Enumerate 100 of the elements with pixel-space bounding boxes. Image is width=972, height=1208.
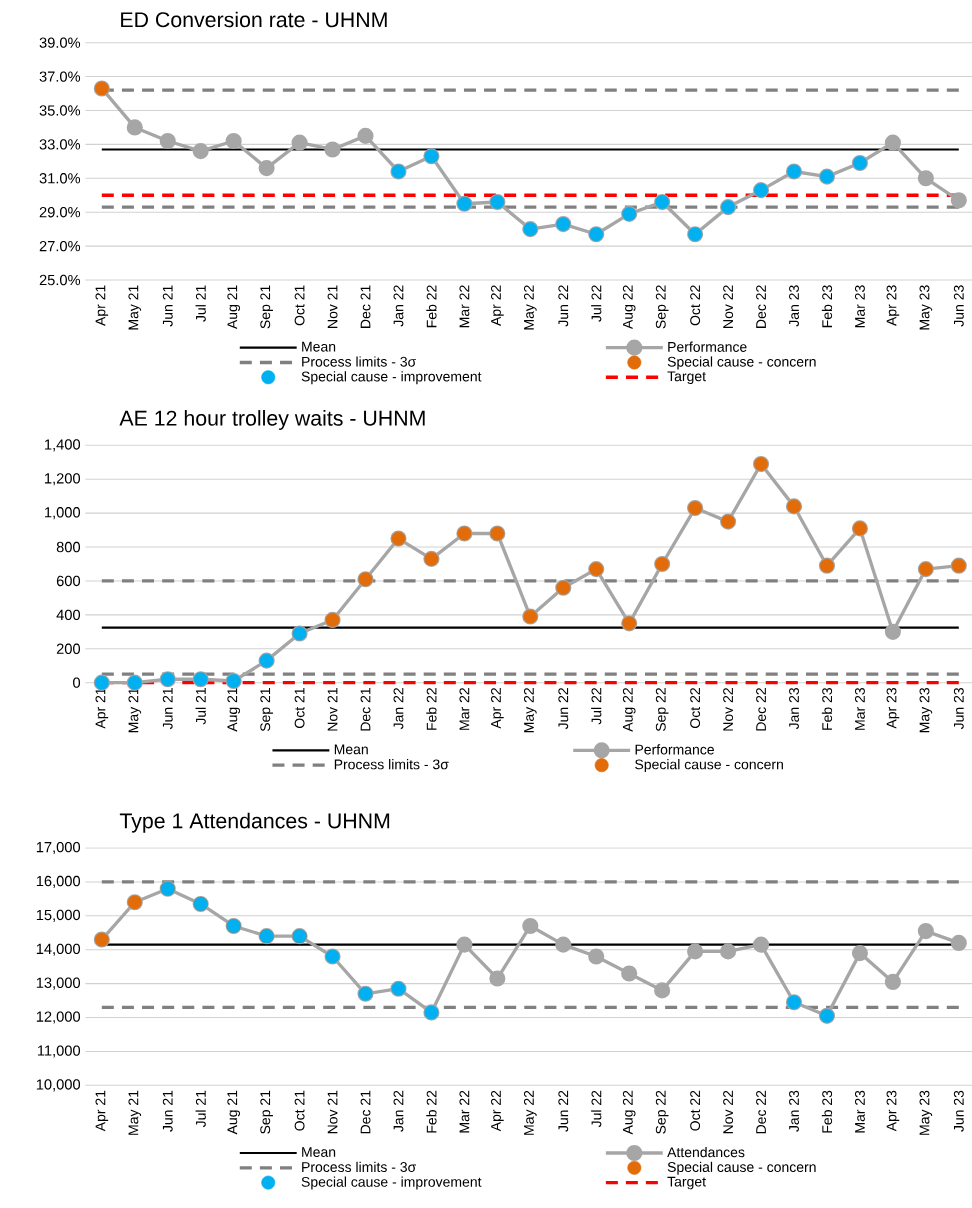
- x-tick-label: Jul 21: [195, 285, 206, 322]
- x-tick-label: Jul 22: [591, 1090, 602, 1128]
- x-tick-label: Feb 22: [426, 1090, 437, 1133]
- x-tick-label: May 22: [523, 1090, 537, 1135]
- x-tick-label: Sep 22: [655, 285, 669, 329]
- y-tick-label: 25.0%: [39, 274, 81, 286]
- legend-label: Process limits - 3σ: [302, 1161, 417, 1173]
- x-tick-label: Jan 22: [393, 1090, 404, 1132]
- x-tick-label: Jul 22: [591, 285, 602, 322]
- legend-label: Special cause - concern: [667, 356, 816, 370]
- x-tick-label: Mar 23: [854, 285, 865, 328]
- legend-label: Attendances: [667, 1146, 745, 1158]
- y-tick-label: 13,000: [36, 977, 81, 990]
- x-tick-label: Jan 22: [393, 285, 404, 327]
- legend-label: Special cause - concern: [635, 759, 783, 773]
- y-tick-label: 10,000: [36, 1079, 81, 1092]
- y-tick-label: 16,000: [36, 875, 81, 888]
- x-tick-label: Mar 23: [854, 688, 865, 730]
- x-tick-label: Dec 21: [360, 285, 371, 328]
- x-tick-label: Jan 22: [393, 688, 404, 730]
- x-tick-label: Sep 22: [655, 688, 669, 732]
- x-tick-label: Mar 22: [459, 1090, 470, 1133]
- x-tick-label: Jun 22: [558, 1090, 569, 1132]
- y-tick-label: 0: [73, 677, 81, 688]
- legend-label: Performance: [635, 744, 714, 755]
- x-tick-label: Apr 23: [886, 285, 900, 326]
- y-tick-label: 27.0%: [39, 240, 81, 252]
- x-tick-label: May 21: [128, 688, 142, 733]
- x-tick-label: Dec 21: [360, 1090, 371, 1134]
- x-tick-label: Aug 22: [622, 285, 636, 330]
- x-tick-label: Dec 22: [756, 688, 767, 731]
- y-tick-label: 37.0%: [39, 71, 81, 82]
- y-tick-label: 14,000: [36, 943, 81, 956]
- x-tick-label: Apr 21: [95, 1090, 109, 1132]
- x-tick-label: Apr 23: [886, 1090, 900, 1132]
- y-tick-label: 800: [56, 541, 81, 553]
- x-tick-label: Jun 22: [558, 285, 569, 327]
- x-tick-label: Oct 21: [294, 688, 305, 728]
- x-tick-label: Apr 22: [491, 688, 504, 729]
- y-tick-label: 35.0%: [39, 105, 81, 116]
- x-tick-label: Oct 22: [690, 688, 701, 728]
- x-tick-label: Aug 22: [622, 1090, 636, 1135]
- x-tick-label: Dec 22: [756, 285, 767, 328]
- x-tick-label: Feb 22: [426, 285, 437, 328]
- x-tick-label: May 23: [919, 285, 933, 330]
- y-tick-label: 400: [56, 609, 81, 621]
- legend-label: Target: [667, 1176, 706, 1190]
- x-tick-label: Jun 23: [953, 1090, 964, 1132]
- y-tick-label: 15,000: [36, 909, 81, 922]
- x-tick-label: Oct 21: [294, 1090, 305, 1131]
- chart-title: AE 12 hour trolley waits - UHNM: [119, 410, 425, 430]
- legend-label: Process limits - 3σ: [334, 759, 449, 770]
- x-tick-label: Jan 23: [789, 1090, 799, 1132]
- x-tick-label: Jun 21: [162, 688, 173, 730]
- x-tick-label: Dec 21: [360, 688, 371, 731]
- x-tick-label: Apr 21: [95, 688, 109, 729]
- x-tick-label: Mar 22: [459, 285, 470, 328]
- x-tick-label: Nov 21: [327, 285, 338, 328]
- x-tick-label: Jan 23: [789, 688, 799, 730]
- x-tick-label: May 21: [128, 285, 142, 330]
- x-tick-label: Aug 21: [227, 285, 240, 330]
- chart-title: ED Conversion rate - UHNM: [121, 11, 387, 28]
- x-tick-label: Jul 21: [195, 1090, 206, 1128]
- x-tick-label: Apr 22: [491, 1090, 504, 1132]
- y-tick-label: 29.0%: [39, 207, 81, 218]
- x-tick-label: Jun 23: [953, 285, 964, 327]
- legend-label: Special cause - improvement: [301, 371, 482, 385]
- x-tick-label: Nov 21: [327, 688, 338, 731]
- chart-title: Type 1 Attendances - UHNM: [119, 812, 390, 833]
- y-tick-label: 11,000: [37, 1045, 81, 1058]
- x-tick-label: Apr 22: [491, 285, 504, 326]
- x-tick-label: May 22: [523, 285, 537, 330]
- legend-label: Mean: [334, 744, 368, 755]
- x-tick-label: May 21: [128, 1090, 142, 1135]
- x-tick-label: Feb 22: [426, 688, 437, 730]
- x-tick-label: Feb 23: [821, 285, 833, 328]
- x-tick-label: Aug 22: [622, 688, 636, 732]
- y-tick-label: 12,000: [36, 1011, 81, 1024]
- x-tick-label: Jul 21: [195, 688, 206, 725]
- y-tick-label: 31.0%: [39, 173, 81, 184]
- x-tick-label: Nov 21: [327, 1090, 338, 1134]
- x-tick-label: Nov 22: [723, 1090, 734, 1134]
- x-tick-label: Feb 23: [821, 1090, 833, 1133]
- x-tick-label: Mar 23: [854, 1090, 865, 1133]
- legend-label: Mean: [302, 1147, 336, 1157]
- x-tick-label: Nov 22: [723, 285, 734, 328]
- x-tick-label: Jul 22: [591, 688, 602, 725]
- x-tick-label: May 22: [523, 688, 537, 733]
- x-tick-label: Jan 23: [789, 285, 799, 327]
- legend-label: Target: [667, 371, 706, 384]
- x-tick-label: Dec 22: [756, 1090, 767, 1134]
- y-tick-label: 1,200: [45, 473, 81, 486]
- x-tick-label: Sep 21: [260, 688, 273, 732]
- legend-label: Special cause - improvement: [301, 1176, 482, 1190]
- legend-label: Performance: [668, 341, 747, 352]
- y-tick-label: 39.0%: [39, 37, 81, 48]
- x-tick-label: May 23: [919, 688, 933, 733]
- y-tick-label: 33.0%: [39, 139, 81, 150]
- x-tick-label: Jun 23: [953, 688, 964, 730]
- x-tick-label: Oct 22: [690, 1090, 701, 1131]
